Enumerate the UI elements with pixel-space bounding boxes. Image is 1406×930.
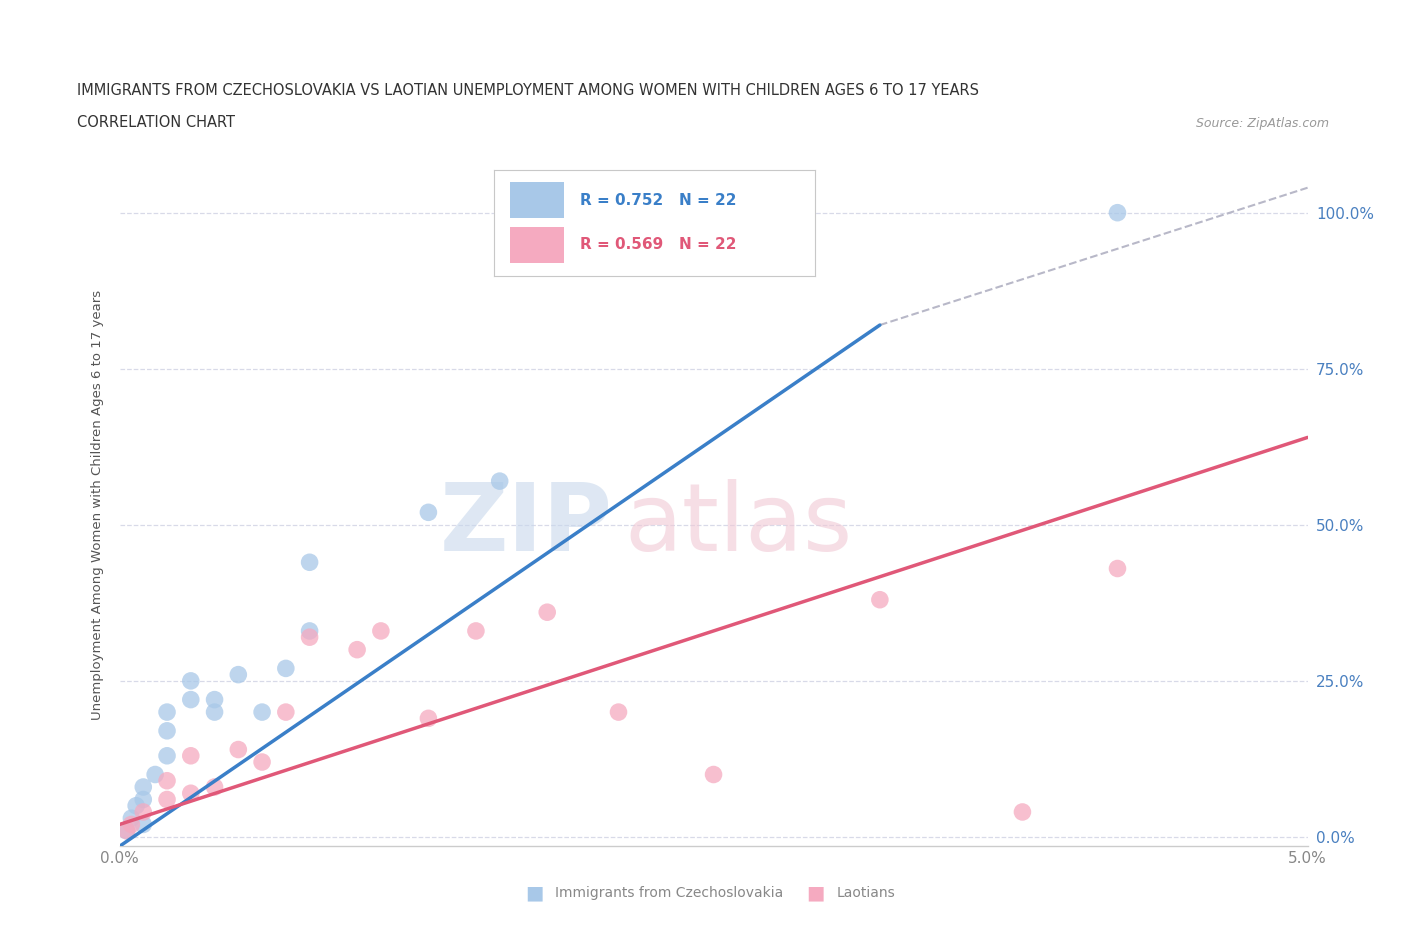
Point <box>536 604 558 619</box>
Point <box>120 817 142 832</box>
Point <box>250 754 273 769</box>
Point <box>298 555 321 570</box>
Point <box>156 792 179 807</box>
Text: CORRELATION CHART: CORRELATION CHART <box>77 115 235 130</box>
Point <box>204 705 226 720</box>
Point <box>120 811 142 826</box>
Text: ■: ■ <box>524 884 544 902</box>
Point <box>274 661 297 676</box>
Y-axis label: Unemployment Among Women with Children Ages 6 to 17 years: Unemployment Among Women with Children A… <box>90 289 104 720</box>
Point <box>250 705 273 720</box>
Point <box>115 823 138 838</box>
Point <box>180 673 202 688</box>
Point <box>607 705 630 720</box>
Point <box>488 473 510 488</box>
Point <box>156 774 179 789</box>
Point <box>702 767 725 782</box>
Point <box>1107 206 1129 220</box>
Point <box>156 724 179 738</box>
Point <box>204 692 226 707</box>
Point <box>156 705 179 720</box>
Point <box>418 505 440 520</box>
Text: Laotians: Laotians <box>837 885 896 900</box>
Text: atlas: atlas <box>624 479 852 571</box>
Text: Immigrants from Czechoslovakia: Immigrants from Czechoslovakia <box>555 885 783 900</box>
Point <box>228 742 250 757</box>
Text: ■: ■ <box>806 884 825 902</box>
Text: ZIP: ZIP <box>440 479 613 571</box>
Point <box>274 705 297 720</box>
Point <box>346 643 368 658</box>
Point <box>143 767 166 782</box>
Point <box>132 817 155 832</box>
Point <box>370 623 392 638</box>
Point <box>132 804 155 819</box>
Point <box>869 592 891 607</box>
Point <box>132 792 155 807</box>
Text: Source: ZipAtlas.com: Source: ZipAtlas.com <box>1195 117 1329 130</box>
Point <box>132 779 155 794</box>
Point <box>204 779 226 794</box>
Point <box>115 823 138 838</box>
Point <box>1011 804 1033 819</box>
Point <box>156 749 179 764</box>
Point <box>464 623 486 638</box>
Point <box>125 798 148 813</box>
Point <box>180 749 202 764</box>
Point <box>180 692 202 707</box>
Text: IMMIGRANTS FROM CZECHOSLOVAKIA VS LAOTIAN UNEMPLOYMENT AMONG WOMEN WITH CHILDREN: IMMIGRANTS FROM CZECHOSLOVAKIA VS LAOTIA… <box>77 83 980 98</box>
Point <box>298 623 321 638</box>
Point <box>228 667 250 682</box>
Point <box>180 786 202 801</box>
Point <box>418 711 440 725</box>
Point <box>1107 561 1129 576</box>
Point <box>298 630 321 644</box>
